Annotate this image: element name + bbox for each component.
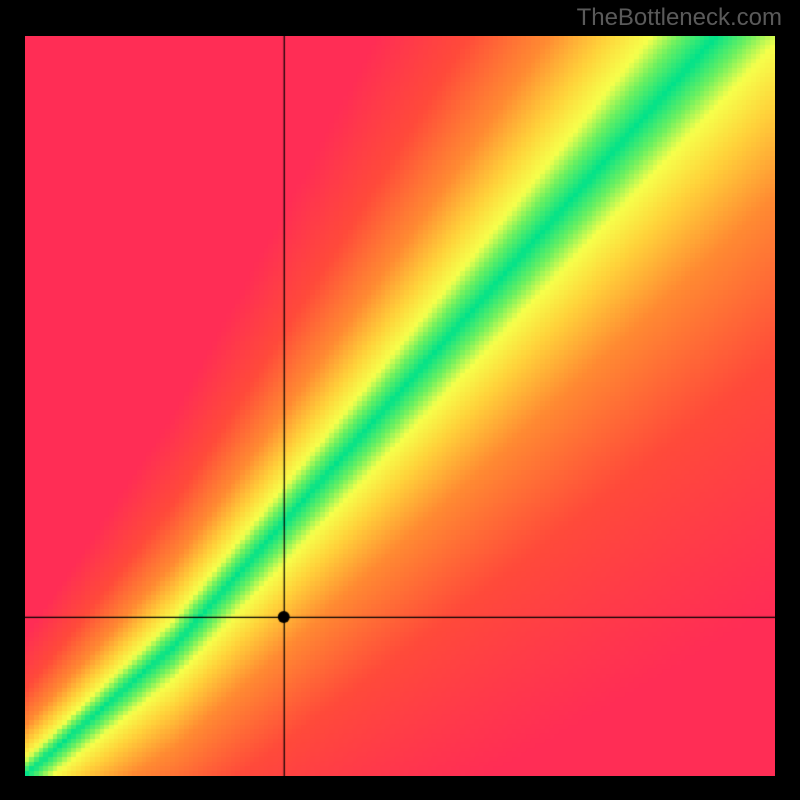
watermark-text: TheBottleneck.com bbox=[577, 4, 782, 32]
heatmap-plot bbox=[25, 36, 775, 776]
chart-container: TheBottleneck.com bbox=[0, 0, 800, 800]
heatmap-canvas bbox=[25, 36, 775, 776]
